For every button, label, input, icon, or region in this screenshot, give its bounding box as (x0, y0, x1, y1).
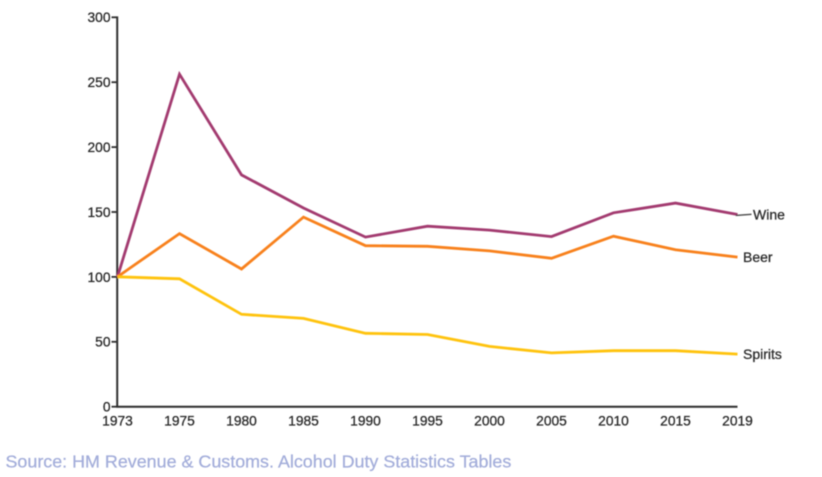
svg-text:150: 150 (87, 205, 110, 220)
svg-text:1975: 1975 (164, 414, 195, 429)
svg-text:300: 300 (87, 10, 110, 25)
svg-text:100: 100 (87, 270, 110, 285)
svg-text:Spirits: Spirits (743, 346, 782, 362)
svg-text:Source: HM Revenue & Customs.: Source: HM Revenue & Customs. Alcohol Du… (6, 452, 512, 472)
svg-text:1995: 1995 (412, 414, 443, 429)
svg-text:50: 50 (95, 335, 111, 350)
svg-text:2005: 2005 (536, 414, 567, 429)
svg-text:1973: 1973 (102, 414, 133, 429)
svg-text:250: 250 (87, 75, 110, 90)
svg-text:0: 0 (103, 400, 111, 415)
svg-text:1985: 1985 (288, 414, 319, 429)
svg-text:200: 200 (87, 140, 110, 155)
svg-text:1990: 1990 (350, 414, 381, 429)
svg-text:1980: 1980 (226, 414, 257, 429)
svg-text:2000: 2000 (474, 414, 505, 429)
svg-text:2015: 2015 (660, 414, 691, 429)
svg-text:Beer: Beer (743, 249, 773, 265)
svg-text:Wine: Wine (753, 206, 785, 222)
svg-text:2010: 2010 (598, 414, 629, 429)
svg-text:2019: 2019 (722, 414, 753, 429)
